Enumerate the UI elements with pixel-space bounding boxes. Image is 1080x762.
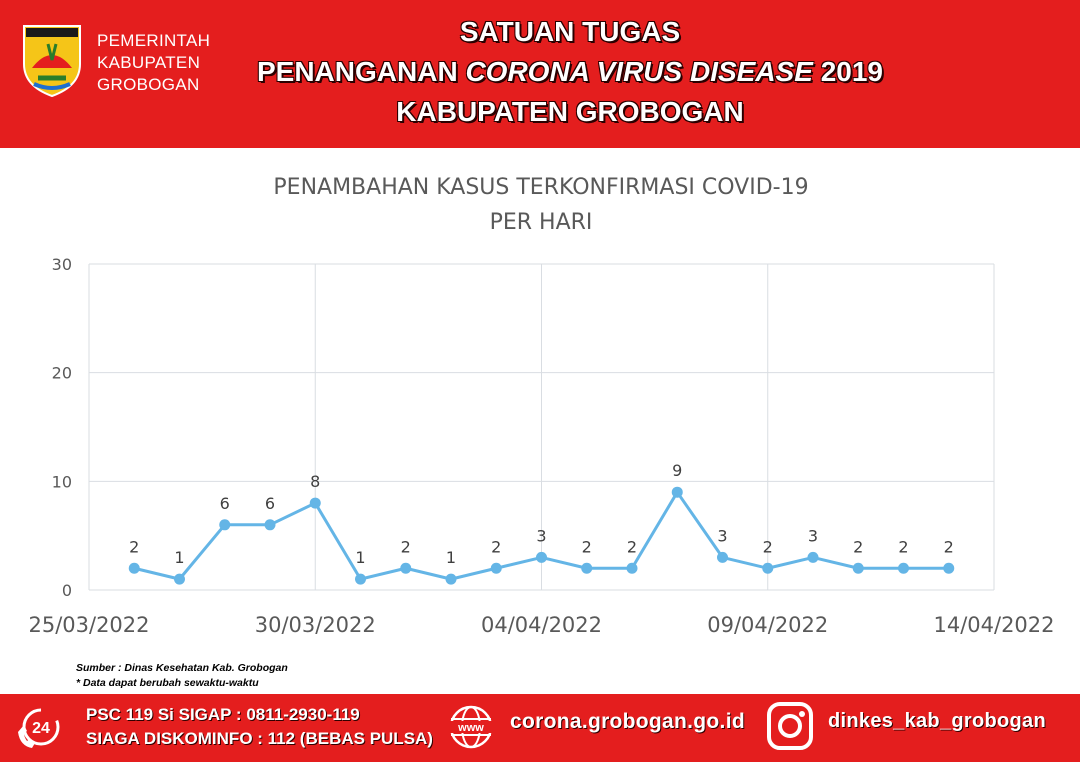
- data-label: 2: [582, 537, 592, 556]
- siaga-hotline: SIAGA DISKOMINFO : 112 (BEBAS PULSA): [86, 729, 433, 748]
- data-labels: 2 1 6 6 8 1 2 1 2 3 2 2 9 3 2 3 2 2 2: [129, 461, 954, 567]
- data-point: [219, 519, 231, 531]
- title-line-2-b: CORONA VIRUS DISEASE: [465, 56, 813, 87]
- data-point: [355, 573, 366, 585]
- page-title: SATUAN TUGAS PENANGANAN CORONA VIRUS DIS…: [250, 12, 890, 132]
- regency-emblem-icon: [23, 25, 81, 98]
- data-label: 2: [898, 537, 908, 556]
- government-label: PEMERINTAH KABUPATEN GROBOGAN: [97, 30, 210, 96]
- x-tick-label: 30/03/2022: [255, 613, 376, 637]
- data-point: [400, 562, 412, 574]
- chart-title: PENAMBAHAN KASUS TERKONFIRMASI COVID-19: [273, 175, 808, 200]
- data-point: [626, 562, 638, 574]
- svg-text:www: www: [457, 722, 484, 734]
- data-point: [536, 551, 547, 563]
- header-banner: PEMERINTAH KABUPATEN GROBOGAN SATUAN TUG…: [0, 0, 1080, 148]
- x-tick-label: 25/03/2022: [28, 613, 149, 637]
- y-tick-label: 10: [52, 472, 72, 491]
- data-point: [445, 573, 457, 585]
- y-axis-labels: 0 10 20 30: [52, 255, 72, 600]
- gov-line-3: GROBOGAN: [97, 75, 200, 94]
- x-tick-label: 09/04/2022: [707, 613, 828, 637]
- x-tick-label: 14/04/2022: [933, 613, 1054, 637]
- data-point: [898, 562, 909, 574]
- data-label: 3: [717, 526, 727, 545]
- title-line-2: PENANGANAN CORONA VIRUS DISEASE 2019: [250, 52, 890, 92]
- data-label: 2: [491, 537, 501, 556]
- disclaimer-note: * Data dapat berubah sewaktu-waktu: [76, 677, 259, 689]
- data-label: 1: [174, 548, 184, 567]
- line-chart: PENAMBAHAN KASUS TERKONFIRMASI COVID-19 …: [28, 175, 1054, 637]
- data-label: 6: [220, 494, 230, 513]
- chart-grid: [88, 263, 995, 591]
- data-label: 2: [763, 537, 773, 556]
- data-point: [717, 551, 728, 563]
- chart-subtitle: PER HARI: [490, 210, 593, 235]
- title-line-3: KABUPATEN GROBOGAN: [396, 96, 744, 127]
- data-label: 3: [808, 526, 818, 545]
- gov-line-2: KABUPATEN: [97, 53, 201, 72]
- title-line-1: SATUAN TUGAS: [459, 16, 681, 47]
- data-point: [762, 562, 774, 574]
- data-point: [174, 573, 185, 585]
- phone-badge-text: 24: [32, 720, 50, 737]
- data-points: [128, 486, 955, 585]
- chart-area: PENAMBAHAN KASUS TERKONFIRMASI COVID-19 …: [0, 148, 1080, 658]
- contact-info: PSC 119 Si SIGAP : 0811-2930-119 SIAGA D…: [86, 703, 433, 751]
- data-point: [852, 562, 864, 574]
- data-label: 2: [853, 537, 863, 556]
- data-point: [490, 562, 502, 574]
- data-label: 8: [310, 472, 320, 491]
- data-point: [943, 562, 955, 574]
- source-note: Sumber : Dinas Kesehatan Kab. Grobogan: [76, 662, 288, 674]
- chart-notes: Sumber : Dinas Kesehatan Kab. Grobogan *…: [76, 661, 288, 691]
- title-line-2-c: 2019: [812, 56, 883, 87]
- y-tick-label: 20: [52, 364, 72, 383]
- y-tick-label: 30: [52, 255, 72, 274]
- gov-line-1: PEMERINTAH: [97, 31, 211, 50]
- data-point: [581, 562, 593, 574]
- data-point: [264, 519, 276, 531]
- data-point: [128, 562, 140, 574]
- data-label: 1: [355, 548, 365, 567]
- x-tick-label: 04/04/2022: [481, 613, 602, 637]
- data-label: 2: [944, 537, 954, 556]
- data-point: [671, 486, 683, 498]
- data-point: [807, 551, 819, 563]
- data-label: 2: [627, 537, 637, 556]
- data-label: 2: [129, 537, 139, 556]
- website-link[interactable]: corona.grobogan.go.id: [510, 710, 745, 733]
- footer-banner: 24 PSC 119 Si SIGAP : 0811-2930-119 SIAG…: [0, 694, 1080, 762]
- x-axis-labels: 25/03/2022 30/03/2022 04/04/2022 09/04/2022…: [28, 613, 1054, 637]
- y-tick-label: 0: [62, 581, 72, 600]
- data-point: [309, 497, 321, 509]
- data-label: 6: [265, 494, 275, 513]
- title-line-2-a: PENANGANAN: [256, 56, 466, 87]
- www-globe-icon: www: [449, 705, 493, 749]
- psc-hotline: PSC 119 Si SIGAP : 0811-2930-119: [86, 705, 360, 724]
- data-label: 9: [672, 461, 682, 480]
- data-label: 3: [536, 526, 546, 545]
- instagram-link[interactable]: dinkes_kab_grobogan: [828, 710, 1046, 732]
- data-label: 1: [446, 548, 456, 567]
- phone-24-icon: 24: [18, 708, 60, 748]
- instagram-icon: [767, 702, 813, 750]
- data-label: 2: [401, 537, 411, 556]
